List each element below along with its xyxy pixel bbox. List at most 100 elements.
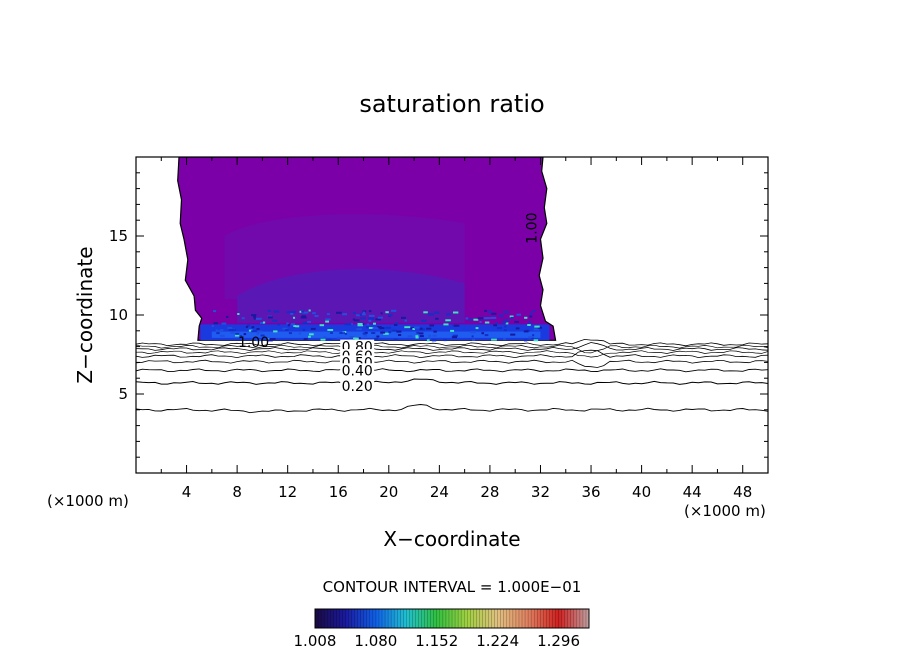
speckle <box>361 322 365 325</box>
speckle <box>496 327 503 330</box>
speckle <box>251 330 257 333</box>
speckle <box>503 338 506 341</box>
speckle <box>391 329 397 332</box>
speckle <box>435 317 439 320</box>
speckle <box>360 317 366 320</box>
speckle <box>368 319 372 322</box>
speckle <box>484 334 489 337</box>
speckle <box>465 317 469 320</box>
x-tick-label-0: 4 <box>182 483 192 501</box>
speckle <box>253 315 257 318</box>
speckle <box>505 322 509 325</box>
speckle <box>380 312 383 315</box>
speckle <box>394 338 398 341</box>
colorbar-tick-0: 1.008 <box>294 632 337 650</box>
speckle <box>293 316 296 319</box>
speckle <box>529 315 533 318</box>
speckle <box>426 339 430 342</box>
speckle <box>248 329 253 332</box>
speckle <box>277 323 280 326</box>
speckle <box>361 313 366 316</box>
speckle <box>423 311 428 314</box>
plot-area: 1.000.800.600.500.400.201.00 48121620242… <box>109 156 769 501</box>
contour-label-4: 0.40 <box>342 363 373 379</box>
speckle <box>488 310 493 313</box>
speckle <box>273 310 280 313</box>
x-axis-ticks: 4 8 12 16 20 24 28 32 36 40 44 48 <box>160 157 752 501</box>
speckle <box>503 311 510 313</box>
speckle <box>227 327 233 330</box>
speckle <box>366 323 370 326</box>
contour-label-5: 0.20 <box>342 379 373 395</box>
speckle <box>269 338 276 340</box>
speckle <box>479 321 482 323</box>
speckle <box>288 332 292 335</box>
speckle <box>374 337 379 340</box>
speckle <box>484 309 488 312</box>
x-tick-label-4: 20 <box>379 483 398 501</box>
speckle <box>323 336 327 339</box>
speckle <box>319 324 325 327</box>
y-tick-label-1: 10 <box>109 306 128 324</box>
speckle <box>213 322 219 325</box>
speckle <box>524 316 528 319</box>
speckle <box>336 311 342 314</box>
speckle <box>498 314 504 317</box>
x-tick-label-11: 48 <box>733 483 752 501</box>
speckle <box>309 333 314 336</box>
speckle <box>228 328 235 331</box>
speckle <box>285 329 289 331</box>
speckle <box>376 326 382 329</box>
speckle <box>376 335 380 338</box>
speckle <box>325 318 331 321</box>
speckle <box>388 331 392 334</box>
speckle <box>327 329 334 331</box>
speckle <box>524 339 528 342</box>
speckle <box>510 316 514 319</box>
colorbar-tick-4: 1.296 <box>537 632 580 650</box>
speckle <box>251 326 255 329</box>
speckle <box>344 323 350 326</box>
speckle <box>226 315 229 318</box>
speckle <box>356 314 360 317</box>
speckle <box>373 322 376 325</box>
speckle <box>326 338 332 341</box>
speckle <box>241 317 245 320</box>
speckle <box>420 327 423 330</box>
x-units-right: (×1000 m) <box>684 502 766 520</box>
speckle <box>471 335 474 338</box>
speckle <box>363 334 368 337</box>
colorbar: 1.008 1.080 1.152 1.224 1.296 <box>294 608 590 650</box>
speckle <box>527 321 532 324</box>
x-tick-label-6: 28 <box>480 483 499 501</box>
speckle <box>446 313 451 316</box>
speckle <box>388 314 393 317</box>
contour-label-bg-4 <box>340 363 375 378</box>
speckle <box>268 316 273 319</box>
speckle <box>472 338 476 341</box>
speckle <box>290 312 294 315</box>
speckle <box>213 310 217 313</box>
speckle <box>404 319 407 322</box>
speckle <box>427 313 431 316</box>
speckle <box>245 325 249 328</box>
blue-band-core <box>211 331 541 338</box>
speckle <box>396 330 402 333</box>
speckle <box>260 322 265 324</box>
speckle <box>353 337 359 340</box>
speckle <box>533 328 540 331</box>
speckle <box>362 332 367 335</box>
speckle <box>523 330 529 333</box>
speckle <box>385 311 389 314</box>
speckle <box>379 327 385 330</box>
speckle <box>530 312 533 315</box>
speckle <box>477 317 484 320</box>
speckle <box>357 324 364 327</box>
speckle <box>451 336 458 339</box>
speckle <box>453 324 460 327</box>
speckle <box>532 310 536 312</box>
y-axis-ticks: 5 10 15 <box>109 172 768 458</box>
speckle <box>483 317 488 320</box>
speckle <box>515 327 520 330</box>
